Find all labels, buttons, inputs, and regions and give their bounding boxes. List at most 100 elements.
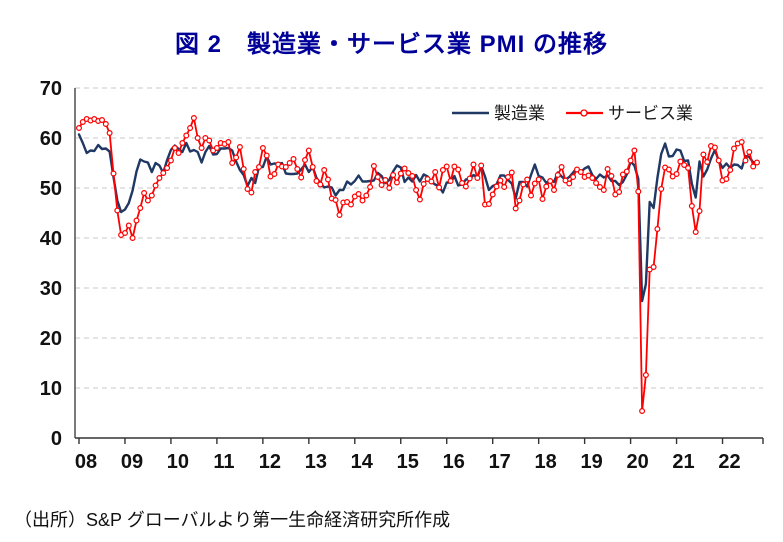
- services-marker: [566, 180, 573, 187]
- x-axis-tick-label: 08: [75, 451, 97, 473]
- services-marker: [198, 144, 205, 151]
- services-marker: [378, 181, 385, 188]
- services-marker: [501, 183, 508, 190]
- y-axis-tick-label: 30: [40, 278, 62, 300]
- services-marker: [336, 212, 343, 219]
- services-marker: [489, 191, 496, 198]
- services-marker: [252, 168, 259, 175]
- services-marker: [256, 163, 263, 170]
- services-marker: [516, 197, 523, 204]
- services-marker: [359, 197, 366, 204]
- services-marker: [102, 120, 109, 127]
- services-marker: [635, 188, 642, 195]
- x-axis-tick-label: 15: [397, 451, 419, 473]
- services-marker: [129, 235, 136, 242]
- x-axis-tick-label: 18: [535, 451, 557, 473]
- services-marker: [286, 159, 293, 166]
- x-axis-tick-label: 21: [672, 451, 694, 473]
- services-marker: [692, 229, 699, 236]
- services-marker: [370, 162, 377, 169]
- services-line: [78, 117, 758, 412]
- services-marker: [459, 179, 466, 186]
- services-marker: [413, 186, 420, 193]
- x-axis-tick-label: 19: [581, 451, 603, 473]
- services-marker: [577, 168, 584, 175]
- services-marker: [240, 165, 247, 172]
- x-axis-tick-label: 09: [121, 451, 143, 473]
- services-marker: [282, 163, 289, 170]
- services-marker: [248, 189, 255, 196]
- services-marker: [470, 161, 477, 168]
- services-marker: [520, 181, 527, 188]
- services-marker: [75, 124, 82, 131]
- services-marker: [589, 174, 596, 181]
- services-marker: [133, 217, 140, 224]
- services-marker: [374, 173, 381, 180]
- services-marker: [608, 172, 615, 179]
- services-marker: [313, 177, 320, 184]
- x-axis-tick-label: 22: [718, 451, 740, 473]
- services-marker: [439, 166, 446, 173]
- services-marker: [263, 152, 270, 159]
- services-marker: [206, 137, 213, 144]
- services-marker: [290, 155, 297, 162]
- services-marker: [416, 196, 423, 203]
- x-axis-tick-label: 14: [351, 451, 374, 473]
- services-marker: [332, 196, 339, 203]
- services-marker: [642, 372, 649, 379]
- legend-services-label: サービス業: [608, 104, 693, 123]
- services-marker: [596, 183, 603, 190]
- services-marker: [562, 177, 569, 184]
- x-axis-tick-label: 17: [489, 451, 511, 473]
- services-marker: [137, 205, 144, 212]
- manufacturing-line: [77, 133, 759, 303]
- services-marker: [639, 408, 646, 415]
- services-marker: [508, 169, 515, 176]
- services-marker: [125, 222, 132, 229]
- services-marker: [658, 185, 665, 192]
- services-marker: [711, 144, 718, 151]
- services-marker: [462, 183, 469, 190]
- x-axis-tick-label: 11: [213, 451, 234, 473]
- services-marker: [309, 163, 316, 170]
- services-marker: [554, 171, 561, 178]
- services-marker: [121, 230, 128, 237]
- services-marker: [700, 151, 707, 158]
- services-marker: [447, 177, 454, 184]
- services-marker: [443, 163, 450, 170]
- services-marker: [665, 166, 672, 173]
- services-marker: [688, 203, 695, 210]
- services-marker: [420, 180, 427, 187]
- services-marker: [570, 173, 577, 180]
- services-marker: [600, 186, 607, 193]
- services-marker: [305, 147, 312, 154]
- services-marker: [367, 183, 374, 190]
- services-marker: [696, 208, 703, 215]
- services-marker: [677, 158, 684, 165]
- services-marker: [673, 170, 680, 177]
- services-marker: [497, 177, 504, 184]
- services-marker: [466, 175, 473, 182]
- services-marker: [723, 175, 730, 182]
- y-axis-tick-label: 20: [40, 328, 62, 350]
- services-marker: [179, 139, 186, 146]
- services-marker: [654, 226, 661, 233]
- services-marker: [474, 174, 481, 181]
- services-marker: [382, 176, 389, 183]
- services-marker: [715, 157, 722, 164]
- x-axis-tick-label: 13: [305, 451, 327, 473]
- services-marker: [190, 114, 197, 121]
- services-marker: [451, 163, 458, 170]
- services-marker: [753, 159, 760, 166]
- y-axis-tick-label: 0: [51, 428, 62, 450]
- services-marker: [348, 201, 355, 208]
- services-marker: [259, 144, 266, 151]
- services-marker: [428, 178, 435, 185]
- services-marker: [543, 183, 550, 190]
- services-marker: [397, 170, 404, 177]
- services-marker: [244, 185, 251, 192]
- services-marker: [160, 169, 167, 176]
- services-marker: [524, 176, 531, 183]
- services-marker: [225, 138, 232, 145]
- services-marker: [175, 149, 182, 156]
